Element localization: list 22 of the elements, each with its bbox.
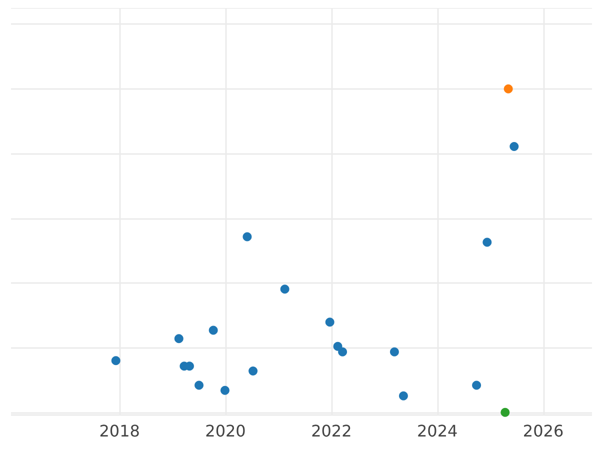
x-tick-label: 2018 (99, 422, 140, 440)
point (510, 142, 519, 151)
point (338, 347, 348, 356)
x-tick-label: 2022 (311, 422, 352, 440)
point (390, 347, 399, 356)
point (472, 380, 482, 390)
x-tick-label: 2024 (416, 422, 458, 440)
point (398, 391, 408, 400)
point (208, 326, 218, 335)
point (174, 334, 184, 344)
point (111, 356, 120, 366)
point (482, 238, 492, 247)
point (325, 318, 334, 327)
point (280, 284, 290, 294)
point (220, 386, 230, 395)
point (504, 84, 513, 94)
x-tick-label: 2026 (522, 422, 564, 440)
point (242, 232, 252, 242)
point (500, 408, 510, 417)
point (248, 366, 258, 376)
point (194, 380, 204, 390)
x-tick-label: 2020 (205, 422, 246, 440)
